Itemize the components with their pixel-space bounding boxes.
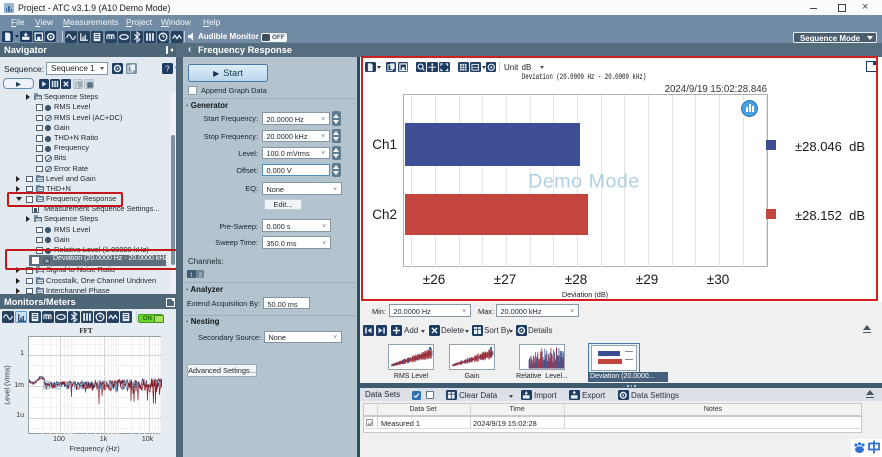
svg-text:?: ? — [165, 64, 170, 73]
svg-text:2: 2 — [198, 272, 201, 278]
svg-text:1: 1 — [190, 272, 193, 278]
